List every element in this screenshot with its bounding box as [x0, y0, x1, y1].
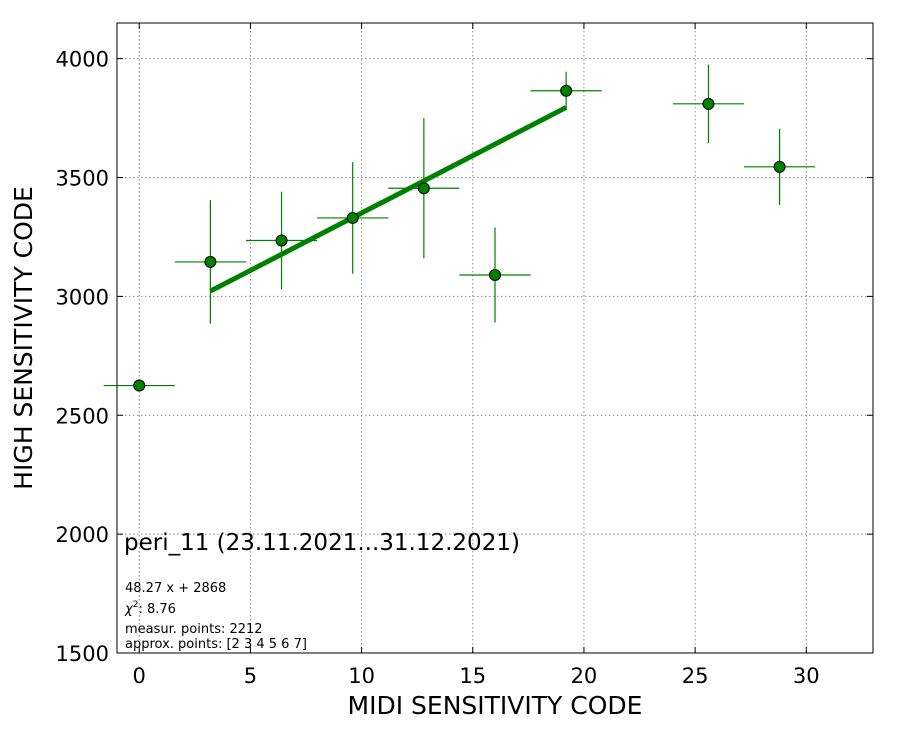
y-tick-label: 2500: [56, 404, 109, 428]
annotation-measur-points: measur. points: 2212: [125, 622, 263, 637]
x-tick-label: 20: [571, 664, 598, 688]
plot-frame: [116, 22, 874, 654]
data-point: [702, 97, 715, 110]
annotation-title: peri_11 (23.11.2021...31.12.2021): [124, 530, 520, 556]
data-point: [346, 211, 359, 224]
x-tick-label: 0: [133, 664, 146, 688]
data-point: [204, 255, 217, 268]
grid: [117, 23, 873, 654]
y-tick-label: 1500: [56, 642, 109, 666]
data-point: [560, 84, 573, 97]
y-tick-label: 4000: [56, 48, 109, 72]
x-tick-label: 25: [682, 664, 709, 688]
data-point: [773, 160, 786, 173]
y-axis-label: HIGH SENSITIVITY CODE: [9, 186, 38, 490]
annotation-chi2: χ2: 8.76: [124, 600, 176, 617]
annotation-chi2-value: 8.76: [147, 602, 176, 617]
fit-line: [209, 105, 568, 294]
y-tick-label: 2000: [56, 523, 109, 547]
x-tick-label: 15: [459, 664, 486, 688]
error-bars: [103, 64, 816, 387]
data-point: [133, 379, 146, 392]
x-tick-label: 5: [244, 664, 257, 688]
x-tick-label: 10: [348, 664, 375, 688]
y-tick-label: 3000: [56, 285, 109, 309]
data-point: [489, 269, 501, 281]
annotation-approx-points: approx. points: [2 3 4 5 6 7]: [125, 637, 307, 652]
x-axis-label: MIDI SENSITIVITY CODE: [348, 691, 643, 720]
y-tick-label: 3500: [56, 167, 109, 191]
data-points: [133, 84, 786, 392]
data-point: [275, 234, 288, 247]
ticks: [117, 23, 873, 654]
data-point: [417, 182, 430, 195]
fit-line-group: [209, 105, 568, 294]
x-tick-label: 30: [793, 664, 820, 688]
annotation-fit: 48.27 x + 2868: [125, 581, 226, 596]
tick-labels: 0 5 10 15 20 25 30 1500 2000 2500 3000 3500 4000: [56, 48, 820, 688]
